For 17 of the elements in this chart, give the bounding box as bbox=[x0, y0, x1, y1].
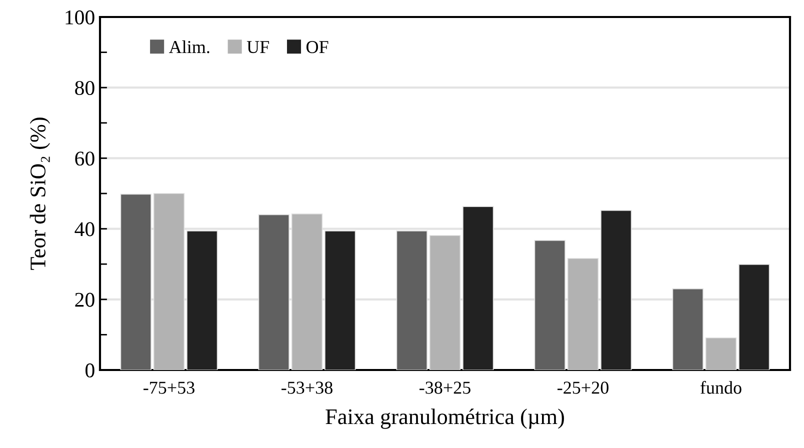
y-tick-label: 20 bbox=[75, 292, 94, 307]
x-tick-label: -25+20 bbox=[558, 382, 608, 394]
y-tick-label: 60 bbox=[75, 152, 94, 166]
x-tick-label: -75+53 bbox=[144, 382, 194, 394]
y-axis-title: Teor de SiO₂ (%) bbox=[30, 118, 50, 270]
y-tick-label: 100 bbox=[66, 10, 94, 24]
bar bbox=[705, 337, 737, 370]
y-tick-label: 40 bbox=[74, 222, 94, 236]
legend-label: OF bbox=[306, 40, 328, 54]
y-tick-label: 0 bbox=[86, 363, 94, 378]
y-tick-label: 80 bbox=[75, 80, 94, 96]
x-tick-label: -53+38 bbox=[282, 382, 332, 394]
x-tick-label: -38+25 bbox=[420, 382, 470, 394]
legend-label: Alim. bbox=[168, 40, 210, 54]
x-axis-title: Faixa granulométrica (µm) bbox=[326, 408, 564, 429]
x-tick-label: fundo bbox=[700, 380, 742, 394]
legend-label: UF bbox=[246, 41, 269, 54]
